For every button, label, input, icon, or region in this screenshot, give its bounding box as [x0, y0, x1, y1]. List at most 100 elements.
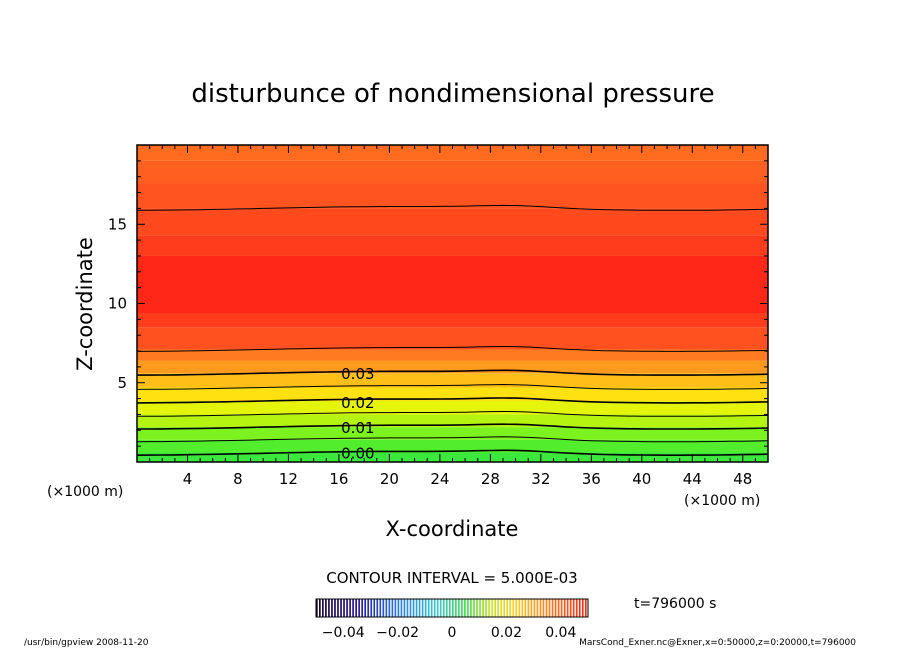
- colorbar-cell: [470, 599, 472, 617]
- y-axis-unit: (×1000 m): [47, 484, 123, 500]
- colorbar-cell: [578, 599, 581, 617]
- contour-labels: 0.00 0.01 0.02 0.03: [341, 365, 374, 462]
- contour-lines: [136, 204, 769, 456]
- x-tick-label: 4: [183, 470, 193, 488]
- colorbar-cell: [325, 599, 327, 617]
- colorbar-cell: [500, 599, 503, 617]
- colorbar-tick-label: 0: [448, 625, 457, 641]
- colorbar-cell: [533, 599, 536, 617]
- colorbar-cell: [397, 599, 400, 617]
- x-tick-label: 44: [683, 470, 702, 488]
- colorbar-cell: [316, 599, 318, 617]
- colorbar-cell: [548, 599, 551, 617]
- colorbar-cell: [355, 599, 357, 617]
- x-tick-label: 24: [430, 470, 449, 488]
- colorbar-cell: [554, 599, 557, 617]
- colorbar-cell: [461, 599, 463, 617]
- colorbar-cell: [581, 599, 584, 617]
- colorbar-cell: [328, 599, 330, 617]
- colorbar-cell: [385, 599, 388, 617]
- colorbar-cell: [473, 599, 475, 617]
- colorbar-cell: [370, 599, 373, 617]
- x-tick-label: 48: [733, 470, 752, 488]
- contour-band: [137, 183, 768, 209]
- colorbar-cell: [524, 599, 527, 617]
- colorbar-cell: [560, 599, 563, 617]
- contour-band: [137, 235, 768, 256]
- contour-label: 0.02: [341, 394, 374, 412]
- colorbar-cell: [445, 599, 448, 617]
- contour-line: [137, 369, 769, 376]
- y-tick-label: 10: [108, 295, 127, 313]
- contour-line: [136, 345, 769, 352]
- contour-band: [137, 439, 768, 453]
- contour-label: 0.00: [341, 444, 374, 462]
- x-axis-unit: (×1000 m): [684, 493, 760, 509]
- colorbar-cell: [322, 599, 324, 617]
- footer-left: /usr/bin/gpview 2008-11-20: [24, 638, 149, 648]
- colorbar: [316, 599, 587, 617]
- colorbar-tick-label: −0.04: [322, 625, 365, 641]
- colorbar-cell: [464, 599, 466, 617]
- contour-band: [137, 387, 768, 401]
- colorbar-cell: [424, 599, 427, 617]
- colorbar-cell: [518, 599, 521, 617]
- colorbar-cell: [485, 599, 487, 617]
- colorbar-cell: [358, 599, 360, 617]
- colorbar-cell: [455, 599, 457, 617]
- colorbar-cell: [458, 599, 460, 617]
- x-tick-label: 16: [329, 470, 348, 488]
- contour-field: [137, 145, 768, 462]
- colorbar-cell: [352, 599, 354, 617]
- colorbar-cell: [439, 599, 442, 617]
- colorbar-cell: [452, 599, 454, 617]
- colorbar-cell: [545, 599, 548, 617]
- colorbar-cell: [476, 599, 478, 617]
- colorbar-ticks: −0.04 −0.02 0 0.02 0.04: [322, 625, 577, 641]
- colorbar-cell: [569, 599, 572, 617]
- y-axis-label: Z-coordinate: [73, 237, 97, 371]
- colorbar-cell: [331, 599, 333, 617]
- colorbar-cell: [572, 599, 575, 617]
- colorbar-cell: [343, 599, 345, 617]
- contour-label: 0.01: [341, 419, 374, 437]
- colorbar-cell: [530, 599, 533, 617]
- colorbar-cell: [551, 599, 554, 617]
- colorbar-cell: [319, 599, 321, 617]
- x-axis-label: X-coordinate: [386, 517, 519, 541]
- colorbar-cell: [506, 599, 509, 617]
- colorbar-cell: [379, 599, 382, 617]
- colorbar-cell: [563, 599, 566, 617]
- colorbar-cell: [388, 599, 391, 617]
- contour-line: [136, 449, 769, 456]
- colorbar-cell: [482, 599, 484, 617]
- colorbar-cell: [334, 599, 336, 617]
- contour-line: [136, 383, 769, 390]
- colorbar-cell: [539, 599, 542, 617]
- colorbar-cell: [382, 599, 385, 617]
- colorbar-cell: [346, 599, 348, 617]
- colorbar-cell: [415, 599, 418, 617]
- colorbar-cell: [409, 599, 412, 617]
- colorbar-cell: [373, 599, 376, 617]
- colorbar-cell: [433, 599, 436, 617]
- footer-right: MarsCond_Exner.nc@Exner,x=0:50000,z=0:20…: [579, 638, 856, 648]
- colorbar-cell: [494, 599, 496, 617]
- colorbar-cell: [491, 599, 493, 617]
- colorbar-cell: [340, 599, 342, 617]
- x-tick-label: 40: [632, 470, 651, 488]
- colorbar-cell: [376, 599, 379, 617]
- x-tick-label: 8: [233, 470, 243, 488]
- colorbar-frame: [315, 598, 589, 618]
- colorbar-cell: [430, 599, 433, 617]
- colorbar-cell: [364, 599, 367, 617]
- contour-band: [137, 360, 768, 374]
- time-label: t=796000 s: [634, 596, 716, 612]
- colorbar-cell: [448, 599, 451, 617]
- colorbar-cell: [400, 599, 403, 617]
- colorbar-tick-label: 0.02: [491, 625, 522, 641]
- contour-band: [137, 349, 768, 361]
- contour-band: [137, 400, 768, 415]
- contour-band: [137, 145, 768, 161]
